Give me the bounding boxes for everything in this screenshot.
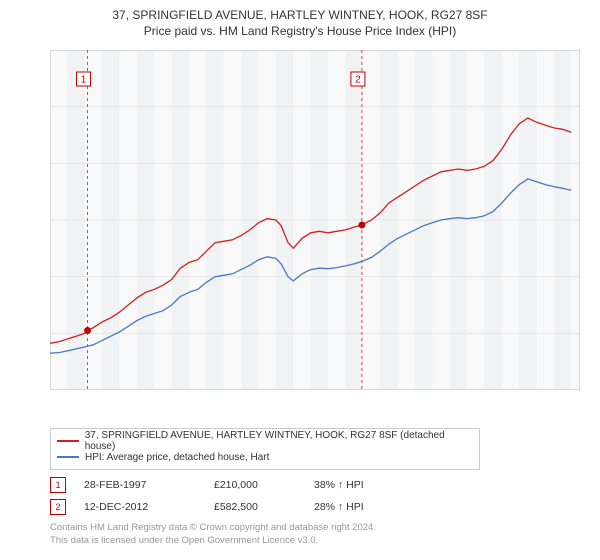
- svg-text:1: 1: [81, 75, 87, 86]
- footer-line1: Contains HM Land Registry data © Crown c…: [50, 522, 376, 535]
- transaction-marker: 2: [50, 499, 66, 515]
- svg-text:2: 2: [355, 75, 361, 86]
- legend: 37, SPRINGFIELD AVENUE, HARTLEY WINTNEY,…: [50, 428, 480, 470]
- transaction-row: 2 12-DEC-2012£582,50028% ↑ HPI: [50, 496, 414, 518]
- chart-title: 37, SPRINGFIELD AVENUE, HARTLEY WINTNEY,…: [0, 0, 600, 38]
- transaction-marker: 1: [50, 477, 66, 493]
- transaction-price: £210,000: [214, 479, 314, 491]
- legend-swatch: [57, 440, 79, 442]
- attribution-footer: Contains HM Land Registry data © Crown c…: [50, 522, 376, 548]
- legend-label: HPI: Average price, detached house, Hart: [85, 452, 269, 463]
- up-arrow-icon: ↑: [338, 501, 346, 513]
- transaction-date: 12-DEC-2012: [84, 501, 214, 513]
- footer-line2: This data is licensed under the Open Gov…: [50, 535, 376, 548]
- transaction-price: £582,500: [214, 501, 314, 513]
- transaction-row: 1 28-FEB-1997£210,00038% ↑ HPI: [50, 474, 414, 496]
- transaction-date: 28-FEB-1997: [84, 479, 214, 491]
- legend-label: 37, SPRINGFIELD AVENUE, HARTLEY WINTNEY,…: [85, 430, 473, 452]
- transaction-pct: 38% ↑ HPI: [314, 479, 414, 491]
- price-chart: £0£200K£400K£600K£800K£1M£1.2M1995199619…: [50, 50, 580, 390]
- up-arrow-icon: ↑: [338, 479, 346, 491]
- legend-item: 37, SPRINGFIELD AVENUE, HARTLEY WINTNEY,…: [57, 433, 473, 449]
- transaction-pct: 28% ↑ HPI: [314, 501, 414, 513]
- legend-swatch: [57, 456, 79, 458]
- title-address: 37, SPRINGFIELD AVENUE, HARTLEY WINTNEY,…: [0, 8, 600, 22]
- title-subtitle: Price paid vs. HM Land Registry's House …: [0, 24, 600, 38]
- transaction-table: 1 28-FEB-1997£210,00038% ↑ HPI 2 12-DEC-201…: [50, 474, 414, 518]
